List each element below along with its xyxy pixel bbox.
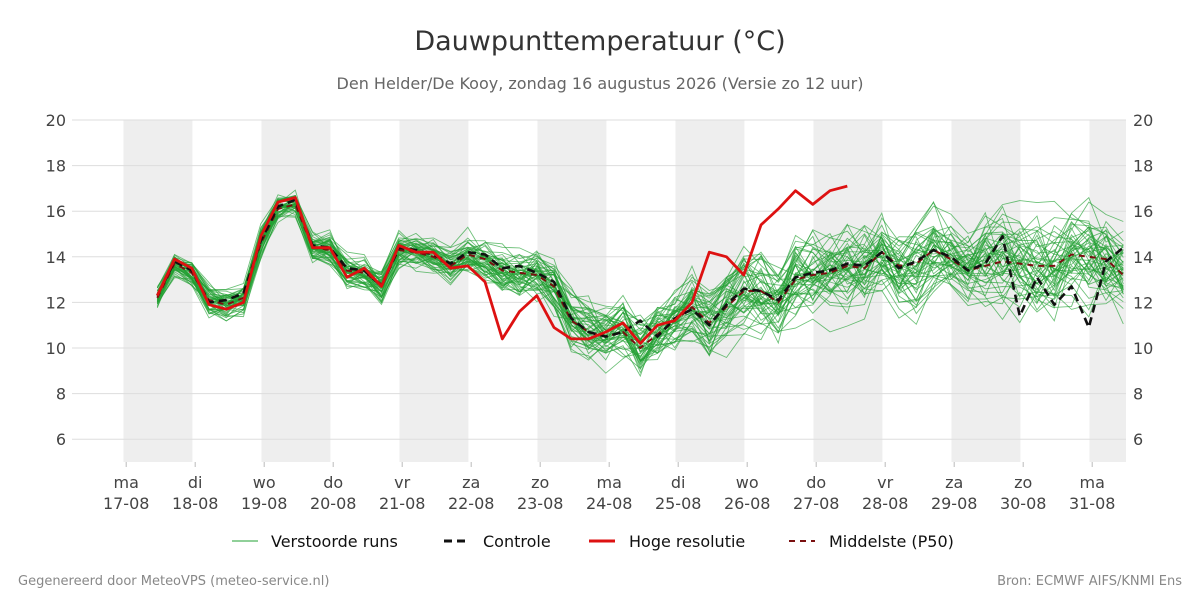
day-band: [951, 120, 1021, 462]
y-tick-label-right: 18: [1133, 157, 1153, 176]
ensemble-lines: [156, 189, 1124, 378]
x-tick-date: 27-08: [793, 494, 840, 513]
x-tick-day: ma: [597, 473, 622, 492]
legend-label-high-res: Hoge resolutie: [629, 532, 745, 551]
x-tick-day: za: [945, 473, 963, 492]
x-tick-day: zo: [531, 473, 549, 492]
legend-label-control: Controle: [483, 532, 551, 551]
y-tick-label-left: 12: [46, 293, 66, 312]
x-tick-day: vr: [394, 473, 410, 492]
y-tick-label-left: 8: [56, 385, 66, 404]
x-tick-day: vr: [877, 473, 893, 492]
x-tick-day: di: [188, 473, 203, 492]
x-tick-date: 23-08: [517, 494, 564, 513]
ensemble-member-line: [156, 201, 1124, 341]
x-tick-day: di: [671, 473, 686, 492]
x-tick-date: 28-08: [862, 494, 909, 513]
chart-title: Dauwpunttemperatuur (°C): [414, 26, 785, 57]
x-tick-date: 29-08: [931, 494, 978, 513]
x-tick-date: 22-08: [448, 494, 495, 513]
legend: Verstoorde runs Controle Hoge resolutie …: [232, 532, 954, 551]
median-p50-line: [156, 203, 1124, 349]
x-tick-day: wo: [253, 473, 276, 492]
y-tick-label-left: 10: [46, 339, 66, 358]
day-band: [261, 120, 331, 462]
x-axis-ticks: ma 17-08 di 18-08 wo 19-08 do 20-08 vr 21-08 za 22-…: [103, 462, 1115, 513]
chart-subtitle: Den Helder/De Kooy, zondag 16 augustus 2…: [337, 74, 864, 93]
y-tick-label-right: 6: [1133, 430, 1143, 449]
y-axis-ticks: 6 6 8 8 10 10 12 12 14 14 16 16 18 18 20 20: [46, 111, 1154, 449]
x-tick-day: zo: [1014, 473, 1032, 492]
y-tick-label-right: 16: [1133, 202, 1153, 221]
x-tick-date: 17-08: [103, 494, 150, 513]
y-tick-label-left: 20: [46, 111, 66, 130]
x-tick-date: 26-08: [724, 494, 771, 513]
y-tick-label-right: 10: [1133, 339, 1153, 358]
ensemble-member-line: [156, 194, 1124, 343]
x-tick-date: 31-08: [1069, 494, 1116, 513]
x-tick-day: do: [323, 473, 343, 492]
x-tick-date: 18-08: [172, 494, 219, 513]
x-tick-date: 30-08: [1000, 494, 1047, 513]
y-tick-label-left: 14: [46, 248, 66, 267]
y-tick-label-right: 14: [1133, 248, 1153, 267]
footer-generated-by: Gegenereerd door MeteoVPS (meteo-service…: [18, 574, 329, 589]
x-tick-day: za: [462, 473, 480, 492]
x-tick-day: ma: [1080, 473, 1105, 492]
x-tick-date: 25-08: [655, 494, 702, 513]
y-tick-label-left: 16: [46, 202, 66, 221]
x-tick-date: 21-08: [379, 494, 426, 513]
y-tick-label-right: 20: [1133, 111, 1153, 130]
ensemble-member-line: [156, 207, 1124, 374]
legend-label-ensemble: Verstoorde runs: [271, 532, 398, 551]
footer-source: Bron: ECMWF AIFS/KNMI Ens: [997, 574, 1182, 589]
x-tick-day: ma: [114, 473, 139, 492]
control-line: [156, 198, 1125, 338]
y-tick-label-right: 8: [1133, 385, 1143, 404]
ensemble-member-line: [156, 196, 1124, 362]
x-tick-date: 24-08: [586, 494, 633, 513]
x-tick-date: 20-08: [310, 494, 357, 513]
ensemble-member-line: [156, 207, 1124, 355]
high-resolution-line: [156, 184, 848, 345]
x-tick-day: do: [806, 473, 826, 492]
y-tick-label-left: 6: [56, 430, 66, 449]
x-tick-day: wo: [736, 473, 759, 492]
legend-label-median: Middelste (P50): [829, 532, 954, 551]
x-tick-date: 19-08: [241, 494, 288, 513]
y-tick-label-left: 18: [46, 157, 66, 176]
day-band: [399, 120, 469, 462]
main-series-lines: [156, 184, 1125, 349]
y-tick-label-right: 12: [1133, 293, 1153, 312]
